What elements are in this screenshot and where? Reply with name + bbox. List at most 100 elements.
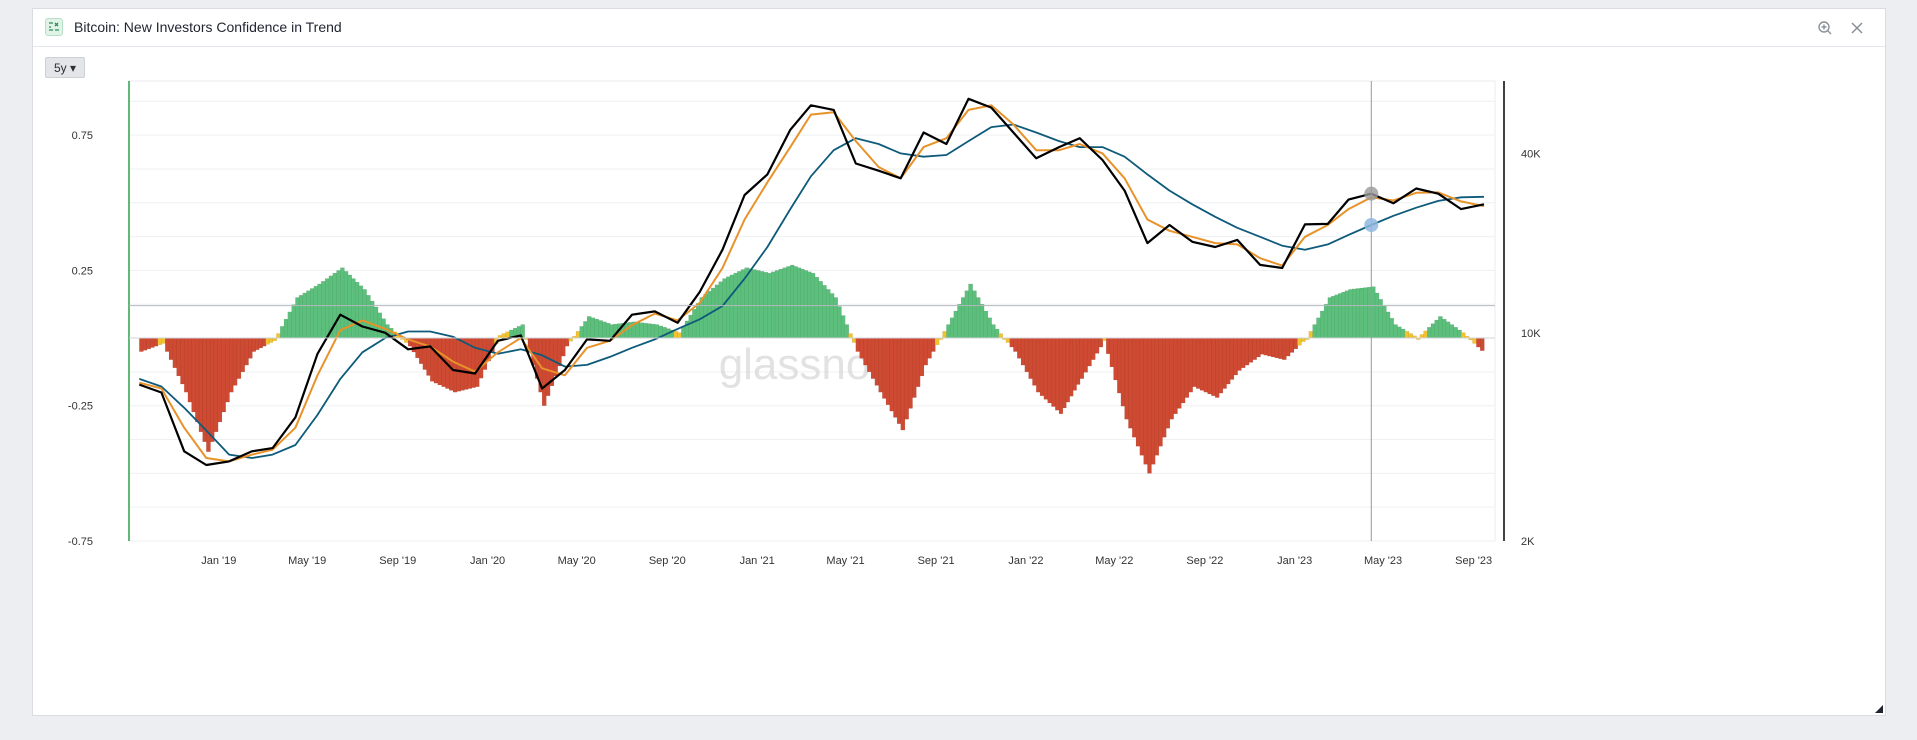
- oscillator-bar: [1036, 337, 1041, 393]
- oscillator-bar: [1348, 289, 1353, 339]
- oscillator-bar: [557, 337, 562, 367]
- oscillator-bar: [1233, 337, 1238, 376]
- oscillator-bar: [1154, 337, 1160, 456]
- oscillator-bar: [1385, 311, 1391, 339]
- chart-app-icon: [45, 18, 63, 36]
- oscillator-bar: [1438, 316, 1443, 339]
- oscillator-bar: [324, 278, 330, 339]
- oscillator-bar: [1214, 337, 1220, 398]
- oscillator-bar: [369, 300, 375, 339]
- oscillator-bar: [1434, 319, 1439, 339]
- x-tick-label: Jan '22: [1008, 555, 1043, 567]
- oscillator-bar: [598, 320, 603, 339]
- oscillator-bar: [298, 295, 304, 339]
- oscillator-bar: [150, 337, 155, 348]
- oscillator-bar: [1032, 337, 1037, 386]
- oscillator-bar: [172, 337, 178, 369]
- oscillator-bar: [1441, 318, 1447, 339]
- title-bar: Bitcoin: New Investors Confidence in Tre…: [33, 9, 1885, 47]
- range-selector-button[interactable]: 5y ▾: [45, 57, 86, 78]
- oscillator-bar: [923, 337, 928, 366]
- chart-panel: Bitcoin: New Investors Confidence in Tre…: [32, 8, 1886, 716]
- oscillator-bar: [240, 337, 245, 373]
- oscillator-bar: [139, 337, 144, 352]
- oscillator-bar: [1013, 337, 1018, 352]
- oscillator-bar: [1396, 326, 1402, 339]
- window-title: Bitcoin: New Investors Confidence in Tre…: [74, 19, 342, 35]
- y-left-tick-label: -0.25: [68, 401, 93, 413]
- oscillator-bar: [1297, 337, 1302, 346]
- oscillator-bar: [225, 337, 230, 403]
- oscillator-bar: [1158, 337, 1163, 447]
- y-left-tick-label: 0.75: [72, 130, 93, 142]
- oscillator-bar: [722, 278, 727, 339]
- oscillator-bar: [863, 337, 868, 366]
- oscillator-bar: [501, 333, 507, 339]
- oscillator-bar: [1316, 317, 1321, 339]
- oscillator-bar: [874, 337, 880, 386]
- oscillator-bar: [1226, 337, 1231, 385]
- oscillator-bar: [1195, 337, 1201, 389]
- oscillator-bar: [1248, 337, 1254, 363]
- oscillator-bar: [1256, 337, 1261, 358]
- price-line: [138, 97, 1485, 467]
- oscillator-bar: [157, 337, 163, 346]
- oscillator-bar: [979, 304, 985, 339]
- resize-handle[interactable]: [1875, 705, 1883, 713]
- oscillator-bar: [1460, 332, 1466, 339]
- close-icon[interactable]: [1847, 18, 1867, 38]
- oscillator-bar: [187, 337, 193, 403]
- oscillator-bar: [1453, 327, 1458, 339]
- oscillator-bar: [1047, 337, 1053, 404]
- oscillator-bar: [677, 332, 682, 339]
- oscillator-bar: [930, 337, 936, 352]
- oscillator-bar: [639, 322, 644, 339]
- chart-area[interactable]: glassnode 0.750.25-0.25-0.7540K10K2KJan …: [33, 9, 1887, 717]
- oscillator-bar: [755, 270, 761, 339]
- oscillator-bar: [774, 270, 780, 339]
- oscillator-bar: [927, 337, 932, 359]
- oscillator-bar: [1039, 337, 1045, 396]
- oscillator-bar: [987, 317, 992, 339]
- oscillator-bar: [295, 297, 300, 339]
- oscillator-bar: [429, 337, 435, 382]
- oscillator-bar: [848, 333, 853, 339]
- oscillator-bar: [351, 278, 356, 339]
- oscillator-bar: [1382, 305, 1387, 339]
- oscillator-bar: [882, 337, 887, 399]
- oscillator-bar: [313, 285, 319, 339]
- oscillator-bar: [904, 337, 909, 420]
- oscillator-bar: [545, 337, 551, 396]
- oscillator-bar: [1028, 337, 1034, 379]
- x-tick-label: Sep '22: [1186, 555, 1223, 567]
- oscillator-bar: [654, 324, 660, 339]
- oscillator-bar: [433, 337, 439, 384]
- oscillator-bar: [586, 316, 592, 339]
- oscillator-bar: [1165, 337, 1171, 429]
- oscillator-bar: [1150, 337, 1156, 465]
- oscillator-bar: [1393, 324, 1398, 339]
- oscillator-bar: [1259, 337, 1265, 355]
- oscillator-bar: [236, 337, 242, 379]
- cursor-trend-marker: [1364, 218, 1379, 233]
- oscillator-bar: [1267, 337, 1272, 357]
- oscillator-bar: [1237, 337, 1242, 371]
- oscillator-bar: [1285, 337, 1291, 357]
- oscillator-bar: [422, 337, 428, 370]
- oscillator-bar: [553, 337, 558, 377]
- oscillator-bar: [1449, 324, 1455, 339]
- oscillator-bar: [426, 337, 431, 376]
- oscillator-bar: [228, 337, 234, 393]
- oscillator-bar: [1105, 337, 1111, 355]
- oscillator-bar: [1323, 304, 1329, 339]
- oscillator-bar: [1169, 337, 1174, 420]
- oscillator-bar: [602, 321, 607, 339]
- oscillator-bar: [1017, 337, 1022, 359]
- oscillator-bar: [1472, 337, 1477, 344]
- oscillator-bar: [1098, 337, 1104, 348]
- oscillator-bar: [718, 281, 724, 339]
- zoom-in-icon[interactable]: [1815, 18, 1835, 38]
- oscillator-bar: [373, 306, 379, 339]
- oscillator-bar: [1055, 337, 1060, 411]
- oscillator-bar: [1427, 327, 1432, 339]
